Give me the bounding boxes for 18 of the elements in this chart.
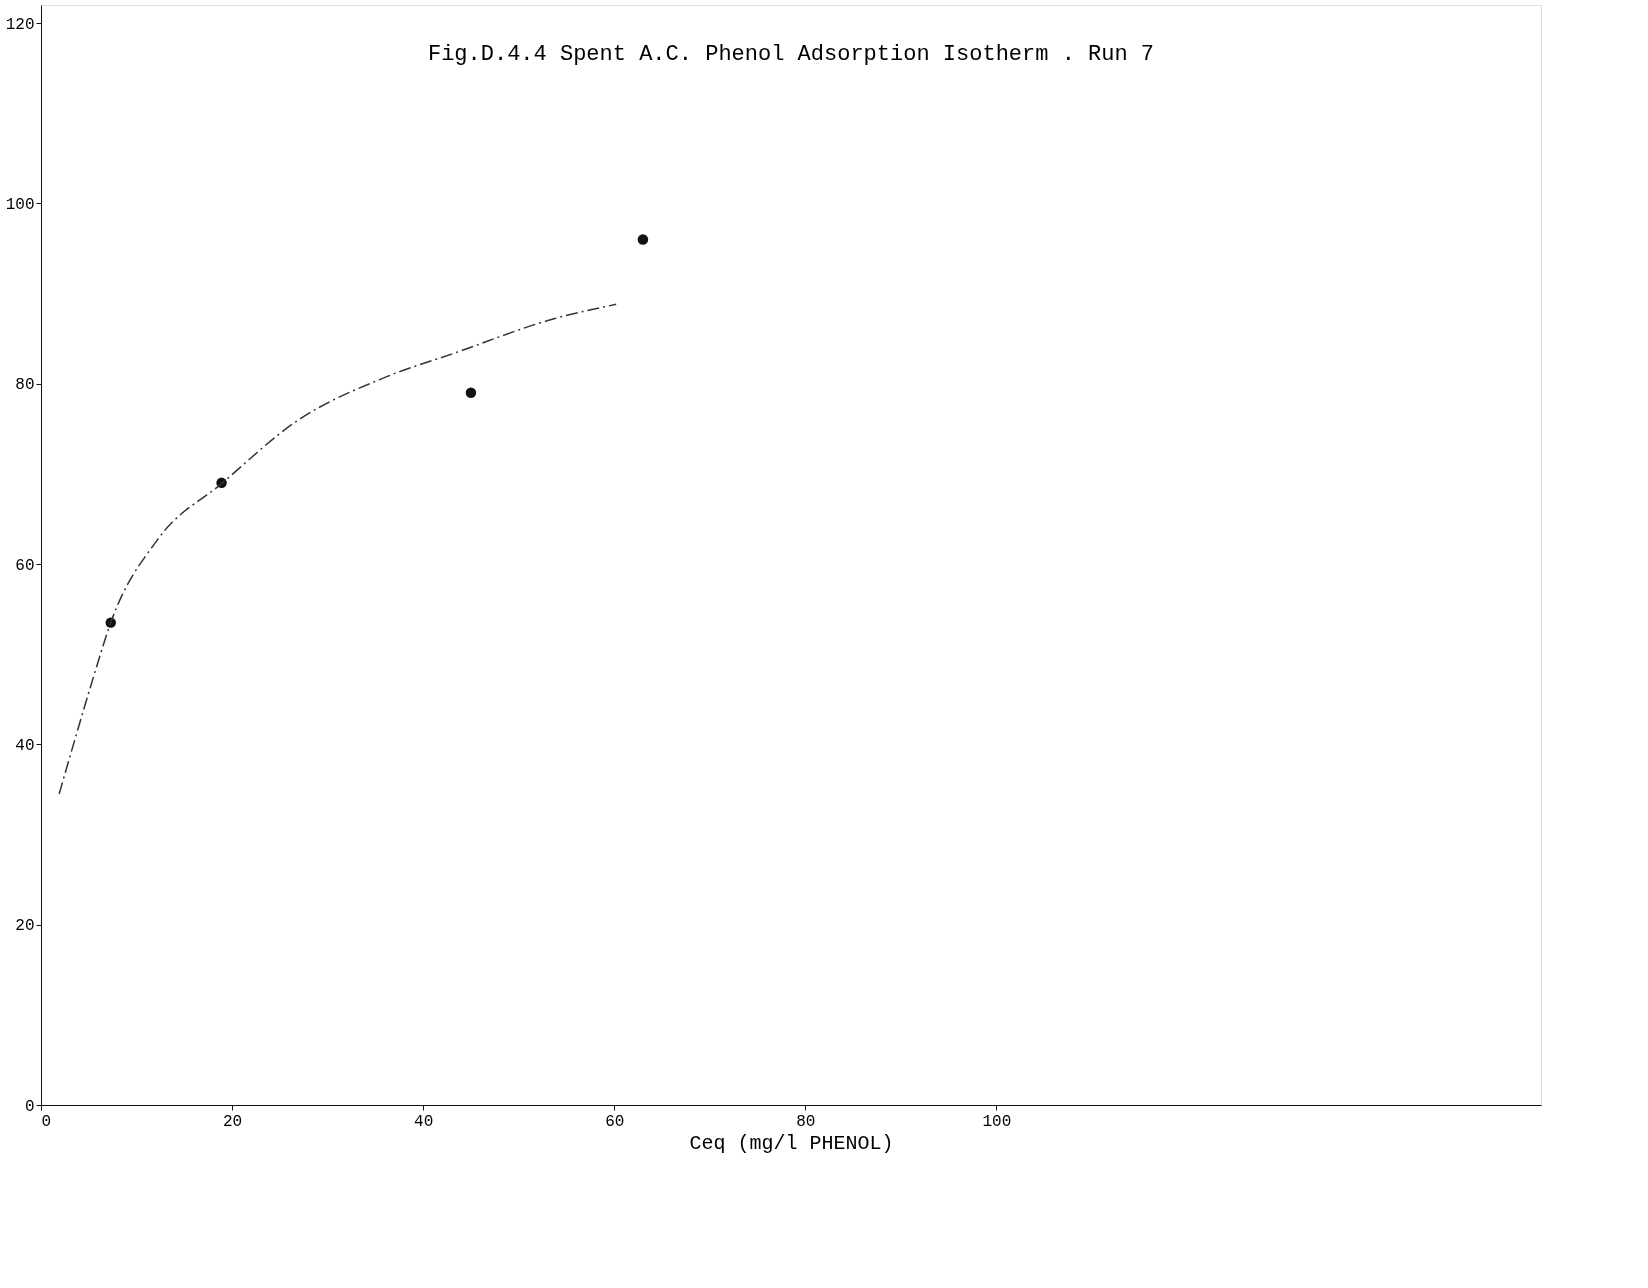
y-tick-label: 120	[5, 15, 35, 34]
x-axis-title: Ceq (mg/l PHENOL)	[689, 1131, 894, 1155]
point	[637, 234, 649, 245]
text: Fig.D.4.4 Spent A.C. Phenol Adsorption Isotherm . Run 7	[427, 42, 1155, 67]
y-tick-label: 20	[15, 917, 35, 936]
x-tick-label: 0	[41, 1112, 52, 1131]
line-series	[58, 303, 617, 795]
y-tick-label: 60	[15, 556, 35, 575]
x-tick-label: 100	[982, 1112, 1012, 1131]
x-tick-label: 40	[414, 1112, 434, 1131]
y-tick-label: 80	[15, 376, 35, 395]
y-tick-label: 0	[24, 1097, 35, 1116]
y-tick-label: 40	[15, 736, 35, 755]
x-tick-label: 80	[796, 1112, 816, 1131]
point	[465, 387, 477, 398]
y-tick-label: 100	[5, 195, 35, 214]
x-tick-label: 20	[222, 1112, 243, 1131]
x-tick-label: 60	[605, 1112, 625, 1131]
